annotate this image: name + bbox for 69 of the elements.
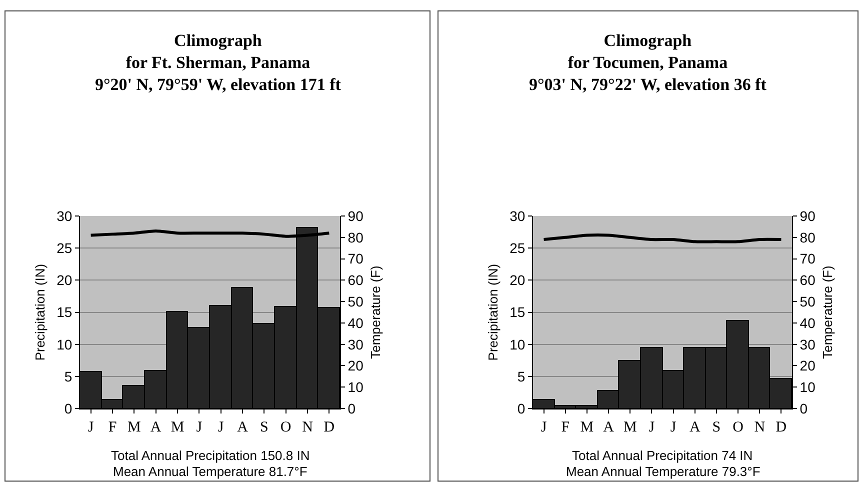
y-tick-label: 20 [56,272,72,288]
line-series [542,234,783,244]
y2-tick-label: 10 [348,379,364,396]
y2-tick-label: 30 [348,336,364,352]
x-tick-label: J [540,420,547,436]
x-tick-label: J [648,420,655,436]
text: Mean Annual Temperature 79.3°F [566,464,760,479]
y-axis-title: Precipitation (IN) [486,264,501,361]
x-tick-label: F [108,420,117,436]
x-tick-label: D [324,420,335,436]
y2-tick-label: 30 [800,336,816,352]
y2-tick-label: 0 [348,400,356,416]
y-tick-label: 30 [56,208,72,224]
y2-tick-label: 20 [800,358,816,374]
y2-axis-title: Temperature (F) [820,266,836,359]
y2-tick-label: 40 [800,314,816,331]
text: Mean Annual Temperature 81.7°F [113,464,308,479]
y-tick-label: 5 [517,368,526,384]
y-tick-label: 15 [56,304,72,320]
y2-tick-label: 70 [800,250,816,267]
y-axis-title: Precipitation (IN) [32,264,48,361]
x-tick-label: A [150,420,162,436]
y-tick-label: 5 [64,368,72,384]
y2-tick-label: 90 [800,208,816,224]
y2-tick-label: 20 [348,358,364,374]
y2-tick-label: 60 [348,272,364,288]
text: Total Annual Precipitation 150.8 IN [111,448,310,463]
x-tick-label: J [218,420,224,436]
x-tick-label: O [280,420,292,436]
y-tick-label: 20 [510,272,526,288]
x-tick-label: A [603,420,614,436]
y-tick-label: 25 [56,240,72,256]
x-tick-label: S [260,420,268,436]
x-tick-label: J [88,420,94,436]
y2-tick-label: 50 [800,293,816,310]
x-tick-label: M [580,420,594,436]
x-tick-label: J [196,420,202,436]
x-tick-label: A [237,420,248,436]
x-tick-label: M [128,420,141,436]
y-tick-label: 10 [510,336,526,352]
y2-tick-label: 0 [800,400,808,416]
x-tick-label: J [670,420,676,436]
chart-title: Climograph for Ft. Sherman, Panama 9°20' N, 79°59' W, elevation 171 ft [95,31,342,94]
y2-tick-label: 50 [348,293,364,310]
y2-tick-label: 40 [348,314,364,331]
x-tick-label: A [689,420,700,436]
x-tick-label: O [732,420,744,436]
y-tick-label: 10 [56,336,72,352]
y-tick-label: 30 [510,208,526,224]
x-tick-label: M [170,420,184,436]
y2-tick-label: 90 [348,208,364,224]
y-tick-label: 15 [510,304,526,320]
x-tick-label: S [712,420,721,436]
y2-tick-label: 10 [800,379,816,396]
y2-tick-label: 80 [800,229,816,246]
x-tick-label: D [776,420,787,436]
x-tick-label: N [754,420,766,436]
y-tick-label: 25 [510,240,526,256]
x-tick-label: N [302,420,314,436]
y2-tick-label: 80 [348,229,364,246]
y2-tick-label: 60 [800,272,816,288]
y2-tick-label: 70 [348,250,364,267]
y-tick-label: 0 [64,400,72,416]
y-tick-label: 0 [517,400,526,416]
x-tick-label: F [561,420,570,436]
y2-axis-title: Temperature (F) [368,266,384,359]
chart-title: Climograph for Tocumen, Panama 9°03' N, 79°22' W, elevation 36 ft [529,31,767,94]
x-tick-label: M [623,420,637,436]
text: Total Annual Precipitation 74 IN [572,448,753,463]
